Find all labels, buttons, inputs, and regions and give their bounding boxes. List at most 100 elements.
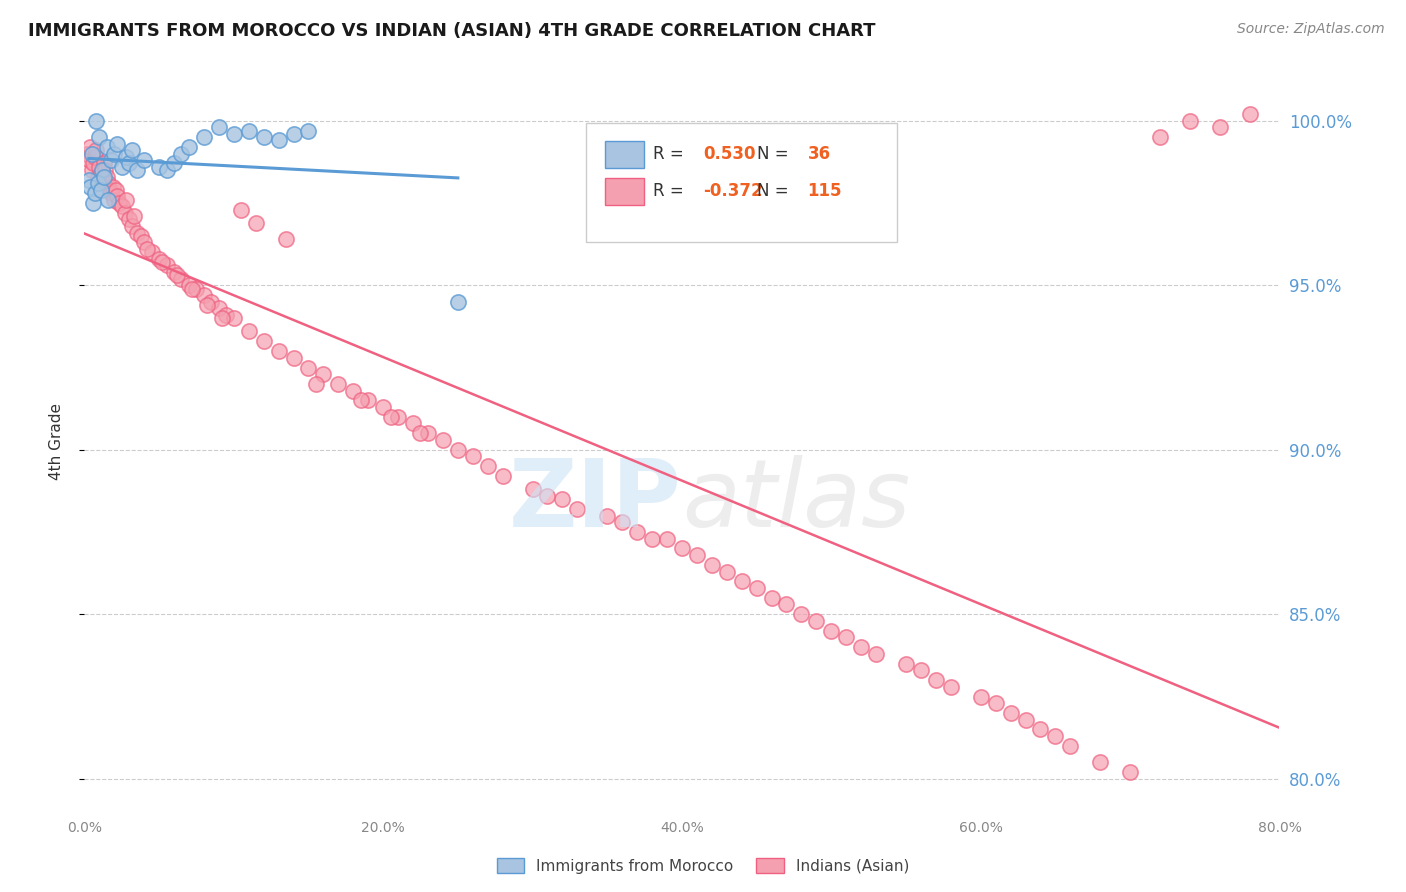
- Point: [536, 489, 558, 503]
- Text: 36: 36: [807, 145, 831, 163]
- Point: [91, 173, 114, 187]
- Point: [90, 166, 112, 180]
- Point: [89, 160, 111, 174]
- Point: [186, 281, 208, 295]
- Point: [80, 163, 103, 178]
- Point: [745, 581, 768, 595]
- Point: [111, 199, 134, 213]
- Point: [328, 376, 350, 391]
- Point: [125, 163, 148, 178]
- Point: [447, 294, 470, 309]
- Point: [865, 647, 887, 661]
- Point: [274, 232, 297, 246]
- Point: [790, 607, 813, 622]
- Point: [231, 202, 253, 217]
- Point: [432, 433, 454, 447]
- Point: [305, 376, 328, 391]
- Point: [87, 176, 110, 190]
- Point: [208, 301, 231, 316]
- Point: [215, 308, 238, 322]
- Point: [115, 150, 138, 164]
- Point: [297, 123, 319, 137]
- Point: [104, 183, 127, 197]
- Point: [111, 160, 134, 174]
- Text: IMMIGRANTS FROM MOROCCO VS INDIAN (ASIAN) 4TH GRADE CORRELATION CHART: IMMIGRANTS FROM MOROCCO VS INDIAN (ASIAN…: [28, 22, 876, 40]
- Point: [114, 206, 136, 220]
- Point: [132, 235, 156, 250]
- Point: [97, 193, 120, 207]
- Point: [77, 173, 100, 187]
- Text: R =: R =: [654, 182, 689, 201]
- Point: [820, 624, 842, 638]
- Legend: Immigrants from Morocco, Indians (Asian): Immigrants from Morocco, Indians (Asian): [491, 852, 915, 880]
- Point: [129, 228, 152, 243]
- Point: [98, 183, 121, 197]
- Point: [1119, 765, 1142, 780]
- Point: [238, 324, 260, 338]
- Point: [93, 156, 115, 170]
- Point: [775, 598, 797, 612]
- Point: [82, 156, 104, 170]
- FancyBboxPatch shape: [606, 141, 644, 168]
- Point: [409, 426, 432, 441]
- Point: [267, 133, 290, 147]
- Point: [551, 492, 574, 507]
- Point: [700, 558, 723, 572]
- Point: [477, 459, 499, 474]
- Point: [238, 123, 260, 137]
- Point: [312, 367, 335, 381]
- Point: [253, 334, 276, 348]
- Point: [107, 196, 129, 211]
- Point: [1014, 713, 1036, 727]
- Point: [170, 271, 193, 285]
- Point: [686, 548, 709, 562]
- Point: [567, 502, 589, 516]
- Point: [103, 146, 125, 161]
- Point: [387, 409, 409, 424]
- Point: [132, 153, 156, 168]
- Point: [596, 508, 619, 523]
- Point: [100, 186, 122, 200]
- Point: [148, 160, 170, 174]
- Point: [357, 393, 380, 408]
- Point: [82, 196, 104, 211]
- Point: [166, 268, 188, 283]
- Point: [447, 442, 470, 457]
- Text: 0.530: 0.530: [703, 145, 756, 163]
- Point: [193, 288, 215, 302]
- Point: [1178, 113, 1201, 128]
- FancyBboxPatch shape: [606, 178, 644, 204]
- Point: [416, 426, 439, 441]
- Point: [1149, 130, 1171, 145]
- Text: ZIP: ZIP: [509, 455, 682, 547]
- Point: [118, 156, 141, 170]
- Point: [86, 113, 108, 128]
- Point: [105, 189, 128, 203]
- Point: [461, 450, 484, 464]
- Point: [96, 169, 118, 184]
- Point: [283, 127, 305, 141]
- Point: [155, 163, 177, 178]
- Point: [87, 169, 110, 184]
- Point: [253, 130, 276, 145]
- Point: [402, 417, 425, 431]
- Point: [373, 400, 395, 414]
- Point: [163, 265, 186, 279]
- Text: Source: ZipAtlas.com: Source: ZipAtlas.com: [1237, 22, 1385, 37]
- Point: [925, 673, 948, 687]
- Point: [181, 281, 204, 295]
- Point: [103, 193, 125, 207]
- Point: [77, 153, 100, 168]
- Text: N =: N =: [758, 182, 794, 201]
- Point: [96, 140, 118, 154]
- Point: [245, 216, 267, 230]
- Point: [211, 311, 233, 326]
- Text: R =: R =: [654, 145, 689, 163]
- Point: [208, 120, 231, 135]
- Point: [148, 252, 170, 266]
- Point: [83, 186, 105, 200]
- Point: [97, 176, 120, 190]
- Point: [297, 360, 319, 375]
- Point: [1045, 729, 1067, 743]
- Point: [121, 144, 143, 158]
